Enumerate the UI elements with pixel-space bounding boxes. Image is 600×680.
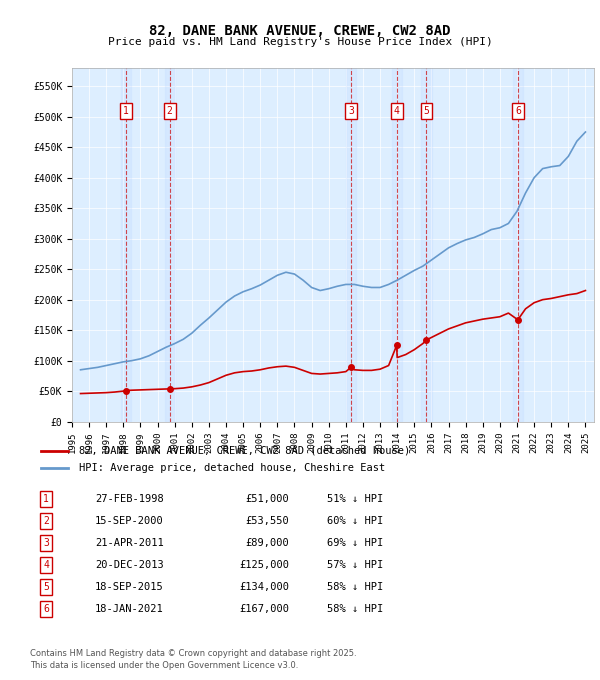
Text: 57% ↓ HPI: 57% ↓ HPI: [327, 560, 383, 570]
Text: 69% ↓ HPI: 69% ↓ HPI: [327, 538, 383, 548]
Text: 1: 1: [123, 105, 129, 116]
Text: 51% ↓ HPI: 51% ↓ HPI: [327, 494, 383, 505]
Text: £53,550: £53,550: [245, 516, 289, 526]
Text: 1: 1: [43, 494, 49, 505]
Text: 5: 5: [424, 105, 430, 116]
Bar: [392, 68, 402, 422]
Text: 82, DANE BANK AVENUE, CREWE, CW2 8AD: 82, DANE BANK AVENUE, CREWE, CW2 8AD: [149, 24, 451, 38]
Text: 4: 4: [394, 105, 400, 116]
Text: HPI: Average price, detached house, Cheshire East: HPI: Average price, detached house, Ches…: [79, 463, 385, 473]
Text: 6: 6: [515, 105, 521, 116]
Text: £125,000: £125,000: [239, 560, 289, 570]
Text: £89,000: £89,000: [245, 538, 289, 548]
Text: 58% ↓ HPI: 58% ↓ HPI: [327, 582, 383, 592]
Text: 6: 6: [43, 604, 49, 613]
Text: Contains HM Land Registry data © Crown copyright and database right 2025.: Contains HM Land Registry data © Crown c…: [30, 649, 356, 658]
Bar: [121, 68, 131, 422]
Text: 18-JAN-2021: 18-JAN-2021: [95, 604, 164, 613]
Text: £51,000: £51,000: [245, 494, 289, 505]
Text: 3: 3: [348, 105, 354, 116]
Text: 21-APR-2011: 21-APR-2011: [95, 538, 164, 548]
Bar: [513, 68, 523, 422]
Text: 20-DEC-2013: 20-DEC-2013: [95, 560, 164, 570]
Text: 2: 2: [167, 105, 173, 116]
Text: Price paid vs. HM Land Registry's House Price Index (HPI): Price paid vs. HM Land Registry's House …: [107, 37, 493, 48]
Bar: [346, 68, 356, 422]
Text: 27-FEB-1998: 27-FEB-1998: [95, 494, 164, 505]
Text: 82, DANE BANK AVENUE, CREWE, CW2 8AD (detached house): 82, DANE BANK AVENUE, CREWE, CW2 8AD (de…: [79, 445, 410, 456]
Text: 18-SEP-2015: 18-SEP-2015: [95, 582, 164, 592]
Text: 58% ↓ HPI: 58% ↓ HPI: [327, 604, 383, 613]
Text: 5: 5: [43, 582, 49, 592]
Text: 15-SEP-2000: 15-SEP-2000: [95, 516, 164, 526]
Bar: [164, 68, 175, 422]
Text: 4: 4: [43, 560, 49, 570]
Text: £167,000: £167,000: [239, 604, 289, 613]
Bar: [421, 68, 431, 422]
Text: 60% ↓ HPI: 60% ↓ HPI: [327, 516, 383, 526]
Text: This data is licensed under the Open Government Licence v3.0.: This data is licensed under the Open Gov…: [30, 661, 298, 670]
Text: 3: 3: [43, 538, 49, 548]
Text: 2: 2: [43, 516, 49, 526]
Text: £134,000: £134,000: [239, 582, 289, 592]
